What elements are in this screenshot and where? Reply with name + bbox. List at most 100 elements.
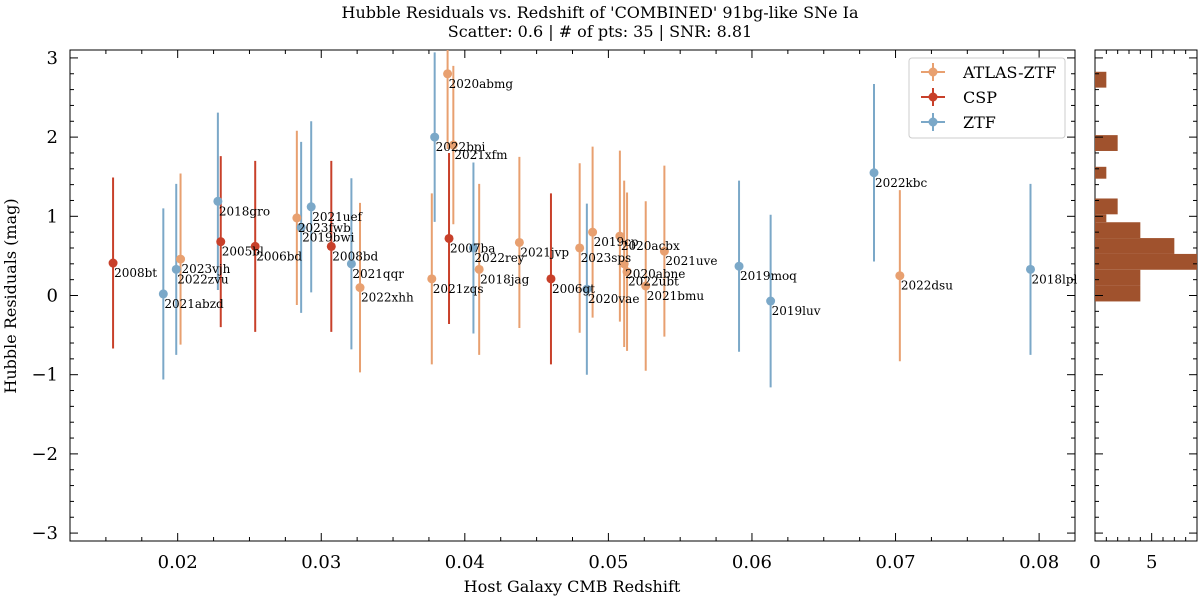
point-label: 2020abmg <box>449 77 514 91</box>
y-tick-label: −1 <box>31 365 58 386</box>
y-axis-label: Hubble Residuals (mag) <box>1 198 20 393</box>
data-point <box>766 296 776 306</box>
data-point <box>468 243 478 253</box>
histogram-bar <box>1095 135 1118 151</box>
histogram-bar <box>1095 285 1141 302</box>
point-label: 2022xhh <box>361 291 414 305</box>
data-point <box>158 289 168 299</box>
point-label: 2023vjh <box>182 262 231 276</box>
data-point <box>443 69 453 79</box>
histogram-bar <box>1095 269 1141 286</box>
histogram-bar <box>1095 214 1107 223</box>
histogram-bar <box>1095 166 1107 179</box>
data-point <box>430 132 440 142</box>
x-tick-label: 0.03 <box>301 552 341 573</box>
data-point <box>619 259 629 269</box>
data-point <box>615 231 625 241</box>
histogram-bar <box>1095 253 1197 270</box>
point-label: 2008bt <box>114 266 157 280</box>
data-point <box>292 213 302 223</box>
histogram-bar <box>1095 238 1175 254</box>
y-tick-label: 0 <box>47 286 58 307</box>
point-label: 2023fwb <box>298 221 351 235</box>
data-point <box>575 243 585 253</box>
data-point <box>1025 264 1035 274</box>
point-label: 2019bwi <box>302 230 354 244</box>
point-label: 2021xfm <box>454 148 508 162</box>
x-tick-label: 0.04 <box>445 552 485 573</box>
point-label: 2006gt <box>552 282 595 296</box>
x-tick-label: 0.06 <box>732 552 772 573</box>
data-point <box>659 246 669 256</box>
data-point <box>346 259 356 269</box>
histogram-bar <box>1095 198 1118 215</box>
point-label: 2019luv <box>772 304 821 318</box>
point-label: 2021zqs <box>433 282 484 296</box>
point-label: 2022ubt <box>628 275 679 289</box>
data-point <box>306 202 316 212</box>
point-label: 2005bl <box>222 245 264 259</box>
point-label: 2021bmu <box>647 289 705 303</box>
point-label: 2022bpi <box>436 140 486 154</box>
legend-label: ZTF <box>963 113 996 132</box>
x-tick-label: 0.02 <box>158 552 198 573</box>
point-label: 2022kbc <box>875 176 927 190</box>
point-label: 2018jag <box>480 272 529 286</box>
point-label: 2022rey <box>474 251 524 265</box>
y-tick-label: 2 <box>47 127 58 148</box>
data-point <box>588 227 598 237</box>
point-label: 2020acbx <box>621 239 680 253</box>
point-label: 2021qqr <box>352 267 404 281</box>
point-label: 2022zvu <box>177 272 229 286</box>
point-label: 2021jvp <box>520 245 569 259</box>
point-label: 2022dsu <box>901 279 953 293</box>
data-point <box>216 237 226 247</box>
data-point <box>582 284 592 294</box>
legend-marker <box>928 67 938 77</box>
data-point <box>869 168 879 178</box>
point-label: 2018lpl <box>1031 272 1077 286</box>
data-point <box>296 222 306 232</box>
data-point <box>734 261 744 271</box>
data-point <box>176 254 186 264</box>
point-label: 2021uef <box>312 210 363 224</box>
point-label: 2023sps <box>581 251 632 265</box>
legend-label: CSP <box>963 88 997 107</box>
histogram-bar <box>1095 71 1107 88</box>
data-point <box>326 241 336 251</box>
legend-marker <box>928 117 938 127</box>
hist-x-tick-label: 5 <box>1146 552 1157 573</box>
data-point <box>641 281 651 291</box>
point-label: 2019cp <box>594 235 639 249</box>
main-plot-area: 0.02 0.03 0.04 0.05 0.06 0.07 0.08 −3 −2 −1 0 1 2 3 20… <box>31 48 1077 573</box>
hist-x-tick-label: 0 <box>1089 552 1100 573</box>
chart-title: Hubble Residuals vs. Redshift of 'COMBIN… <box>342 3 859 22</box>
data-point <box>474 264 484 274</box>
data-point <box>355 283 365 293</box>
point-label: 2008bd <box>332 249 378 263</box>
x-axis-label: Host Galaxy CMB Redshift <box>464 577 681 596</box>
histogram-bar <box>1095 222 1141 239</box>
data-point <box>108 258 118 268</box>
legend-box <box>908 57 1066 139</box>
point-label: 2006bd <box>256 249 302 263</box>
data-point <box>250 241 260 251</box>
point-label: 2021uve <box>665 254 717 268</box>
x-tick-label: 0.05 <box>588 552 628 573</box>
data-point <box>895 271 905 281</box>
y-tick-label: −3 <box>31 523 58 544</box>
point-label: 2018gro <box>219 204 270 218</box>
data-point <box>444 233 454 243</box>
data-point <box>448 140 458 150</box>
y-tick-label: 1 <box>47 206 58 227</box>
point-label: 2007ba <box>450 241 495 255</box>
data-point <box>546 274 556 284</box>
data-point <box>427 274 437 284</box>
x-tick-label: 0.07 <box>875 552 915 573</box>
point-label: 2021abzd <box>164 297 224 311</box>
data-point <box>213 196 223 206</box>
point-label: 2020abne <box>625 267 685 281</box>
